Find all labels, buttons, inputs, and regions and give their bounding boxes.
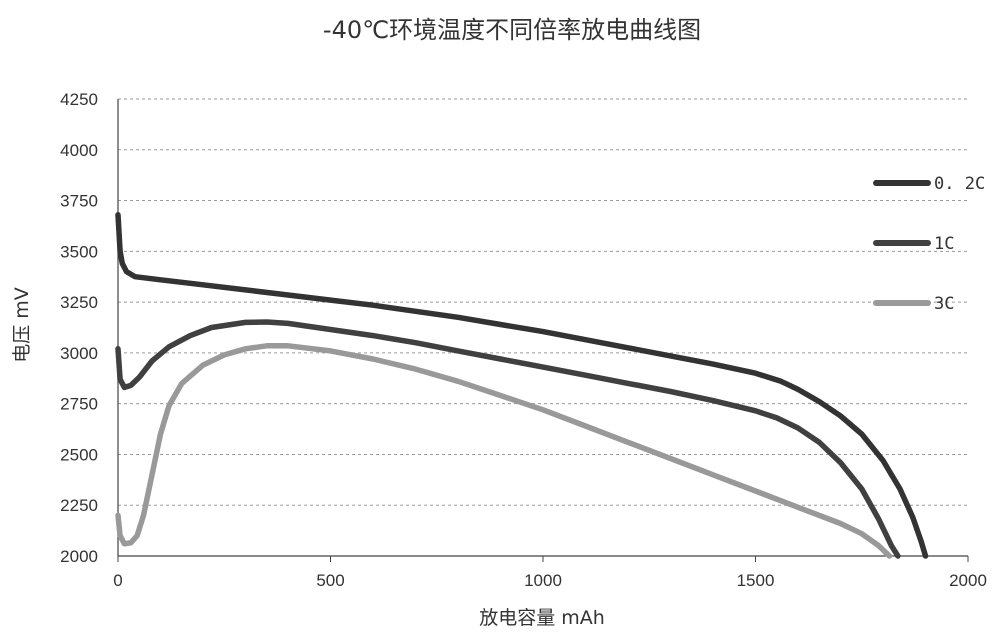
y-tick-label: 4250 xyxy=(60,90,98,109)
x-tick-labels: 0 500 1000 1500 2000 xyxy=(113,571,987,590)
x-tick-label: 1000 xyxy=(524,571,562,590)
x-tick-label: 0 xyxy=(113,571,122,590)
y-tick-labels: 2000 2250 2500 2750 3000 3250 3500 3750 4000 4250 xyxy=(60,90,98,566)
axes xyxy=(117,99,969,562)
y-tick-label: 2750 xyxy=(60,395,98,414)
series-line-3 xyxy=(115,343,893,559)
x-axis-label: 放电容量 mAh xyxy=(479,607,605,629)
y-tick-label: 3000 xyxy=(60,344,98,363)
series-lines xyxy=(115,212,929,559)
y-tick-label: 4000 xyxy=(60,141,98,160)
legend-label: 1C xyxy=(934,234,954,254)
legend: 0. 2C 1C 3C xyxy=(873,174,985,314)
grid xyxy=(118,98,968,506)
x-tick-label: 2000 xyxy=(949,571,987,590)
x-tick-label: 500 xyxy=(316,571,344,590)
y-tick-label: 3500 xyxy=(60,242,98,261)
y-tick-label: 2500 xyxy=(60,445,98,464)
y-tick-label: 2000 xyxy=(60,547,98,566)
legend-label: 0. 2C xyxy=(934,174,985,194)
y-tick-label: 3250 xyxy=(60,293,98,312)
legend-label: 3C xyxy=(934,294,954,314)
chart-title: -40℃环境温度不同倍率放电曲线图 xyxy=(323,16,701,44)
y-tick-label: 2250 xyxy=(60,496,98,515)
y-axis-label: 电压 mV xyxy=(11,287,33,363)
y-tick-label: 3750 xyxy=(60,192,98,211)
x-tick-label: 1500 xyxy=(737,571,775,590)
series-line-1 xyxy=(115,212,929,559)
series-line-2 xyxy=(115,319,901,559)
